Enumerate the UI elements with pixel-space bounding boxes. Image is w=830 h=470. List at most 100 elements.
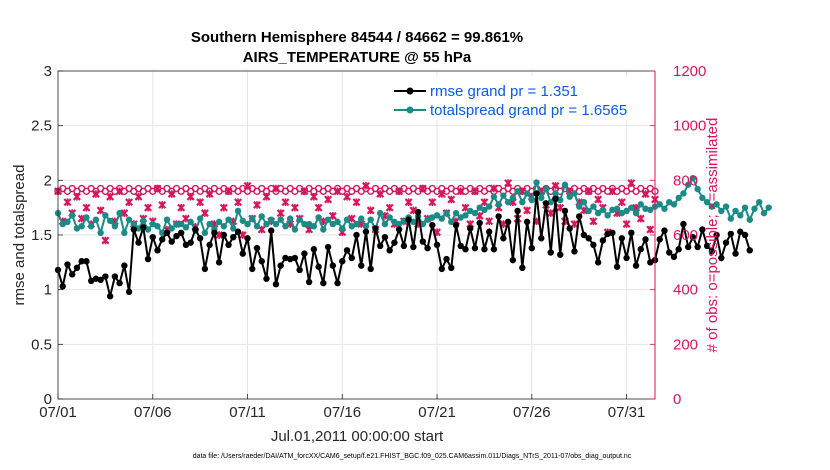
totalspread-point [206, 220, 213, 228]
y-tick-label: 0.5 [31, 336, 52, 353]
rmse-point [135, 239, 142, 246]
rmse-point [523, 218, 531, 226]
y-right-tick-label: 0 [673, 391, 681, 408]
rmse-point [277, 262, 284, 269]
totalspread-point [320, 226, 327, 233]
rmse-point [462, 246, 469, 253]
obs-assimilated-point [428, 198, 437, 207]
totalspread-point [296, 216, 303, 223]
obs-assimilated-point [144, 203, 153, 212]
totalspread-point [552, 190, 559, 197]
totalspread-point [159, 229, 166, 237]
y-right-tick-label: 600 [673, 227, 698, 244]
totalspread-point [703, 199, 711, 206]
rmse-point [490, 246, 498, 253]
obs-assimilated-point [120, 209, 129, 218]
rmse-point [495, 213, 502, 220]
rmse-point [140, 224, 147, 231]
rmse-point [225, 241, 232, 249]
rmse-point [538, 235, 545, 242]
totalspread-point [765, 204, 772, 211]
rmse-point [211, 229, 218, 237]
rmse-point [500, 235, 507, 242]
obs-assimilated-point [309, 192, 318, 201]
rmse-point [144, 255, 152, 263]
totalspread-point [386, 214, 393, 221]
rmse-point [580, 231, 588, 239]
rmse-point [362, 228, 370, 235]
rmse-point [727, 230, 735, 238]
rmse-point [83, 258, 90, 265]
y-right-tick-label: 800 [673, 172, 698, 189]
totalspread-point [523, 190, 531, 197]
obs-assimilated-point [376, 190, 385, 198]
x-tick-label: 07/31 [608, 404, 646, 421]
obs-assimilated-point [551, 181, 560, 190]
obs-assimilated-point [115, 187, 124, 196]
totalspread-point [362, 223, 370, 230]
totalspread-point [519, 199, 526, 206]
legend-marker-rmse [406, 87, 414, 95]
chart-subtitle: AIRS_TEMPERATURE @ 55 hPa [243, 49, 472, 66]
y-tick-label: 1 [44, 282, 52, 299]
rmse-point [571, 248, 578, 255]
totalspread-point [163, 216, 171, 223]
totalspread-point [628, 204, 635, 211]
obs-assimilated-point [570, 220, 579, 229]
rmse-point [234, 228, 242, 235]
obs-assimilated-point [125, 198, 134, 207]
rmse-point [301, 250, 308, 257]
obs-assimilated-point [636, 214, 645, 223]
rmse-point [684, 243, 692, 251]
ticks: 07/01 07/06 07/11 07/16 07/21 07/26 07/31 0 0.5 1… [31, 63, 706, 421]
rmse-point [528, 244, 536, 252]
totalspread-point [590, 203, 597, 210]
totalspread-point [64, 218, 71, 226]
rmse-point [443, 255, 450, 263]
totalspread-point [485, 203, 493, 210]
rmse-point [348, 254, 355, 262]
rmse-point [737, 228, 744, 235]
x-tick-label: 07/21 [418, 404, 456, 421]
obs-assimilated-point [343, 192, 352, 201]
totalspread-point [201, 229, 209, 237]
obs-assimilated-point [404, 198, 413, 207]
rmse-point [343, 247, 351, 254]
totalspread-point [291, 226, 299, 233]
rmse-point [320, 279, 327, 287]
totalspread-point [121, 229, 128, 237]
obs-assimilated-point [205, 190, 214, 198]
totalspread-point [106, 217, 114, 224]
totalspread-point [462, 212, 469, 219]
totalspread-point [376, 209, 384, 217]
rmse-point [547, 249, 554, 256]
totalspread-point [490, 193, 498, 200]
rmse-point [400, 242, 408, 250]
totalspread-point [125, 216, 133, 223]
totalspread-point [741, 204, 749, 211]
rmse-point [585, 235, 592, 242]
totalspread-point [599, 206, 607, 214]
totalspread-point [571, 190, 578, 197]
obs-assimilated-point [281, 198, 290, 207]
totalspread-point [509, 194, 517, 202]
obs-assimilated-point [271, 184, 280, 193]
obs-assimilated-point [504, 179, 513, 188]
rmse-point [239, 250, 246, 257]
obs-assimilated-point [63, 198, 72, 207]
totalspread-point [637, 201, 644, 208]
rmse-point [419, 238, 427, 245]
totalspread-point [656, 201, 663, 208]
rmse-point [433, 241, 441, 249]
rmse-point [253, 244, 261, 252]
obs-assimilated-point [456, 187, 465, 196]
totalspread-point [514, 188, 521, 195]
rmse-point [519, 264, 526, 271]
obs-assimilated-point [167, 190, 176, 198]
totalspread-point [268, 216, 275, 223]
rmse-point [64, 261, 71, 268]
obs-assimilated-point [617, 198, 626, 207]
totalspread-point [225, 216, 232, 223]
rmse-point [263, 275, 270, 282]
y-axis-label: rmse and totalspread [11, 165, 28, 306]
